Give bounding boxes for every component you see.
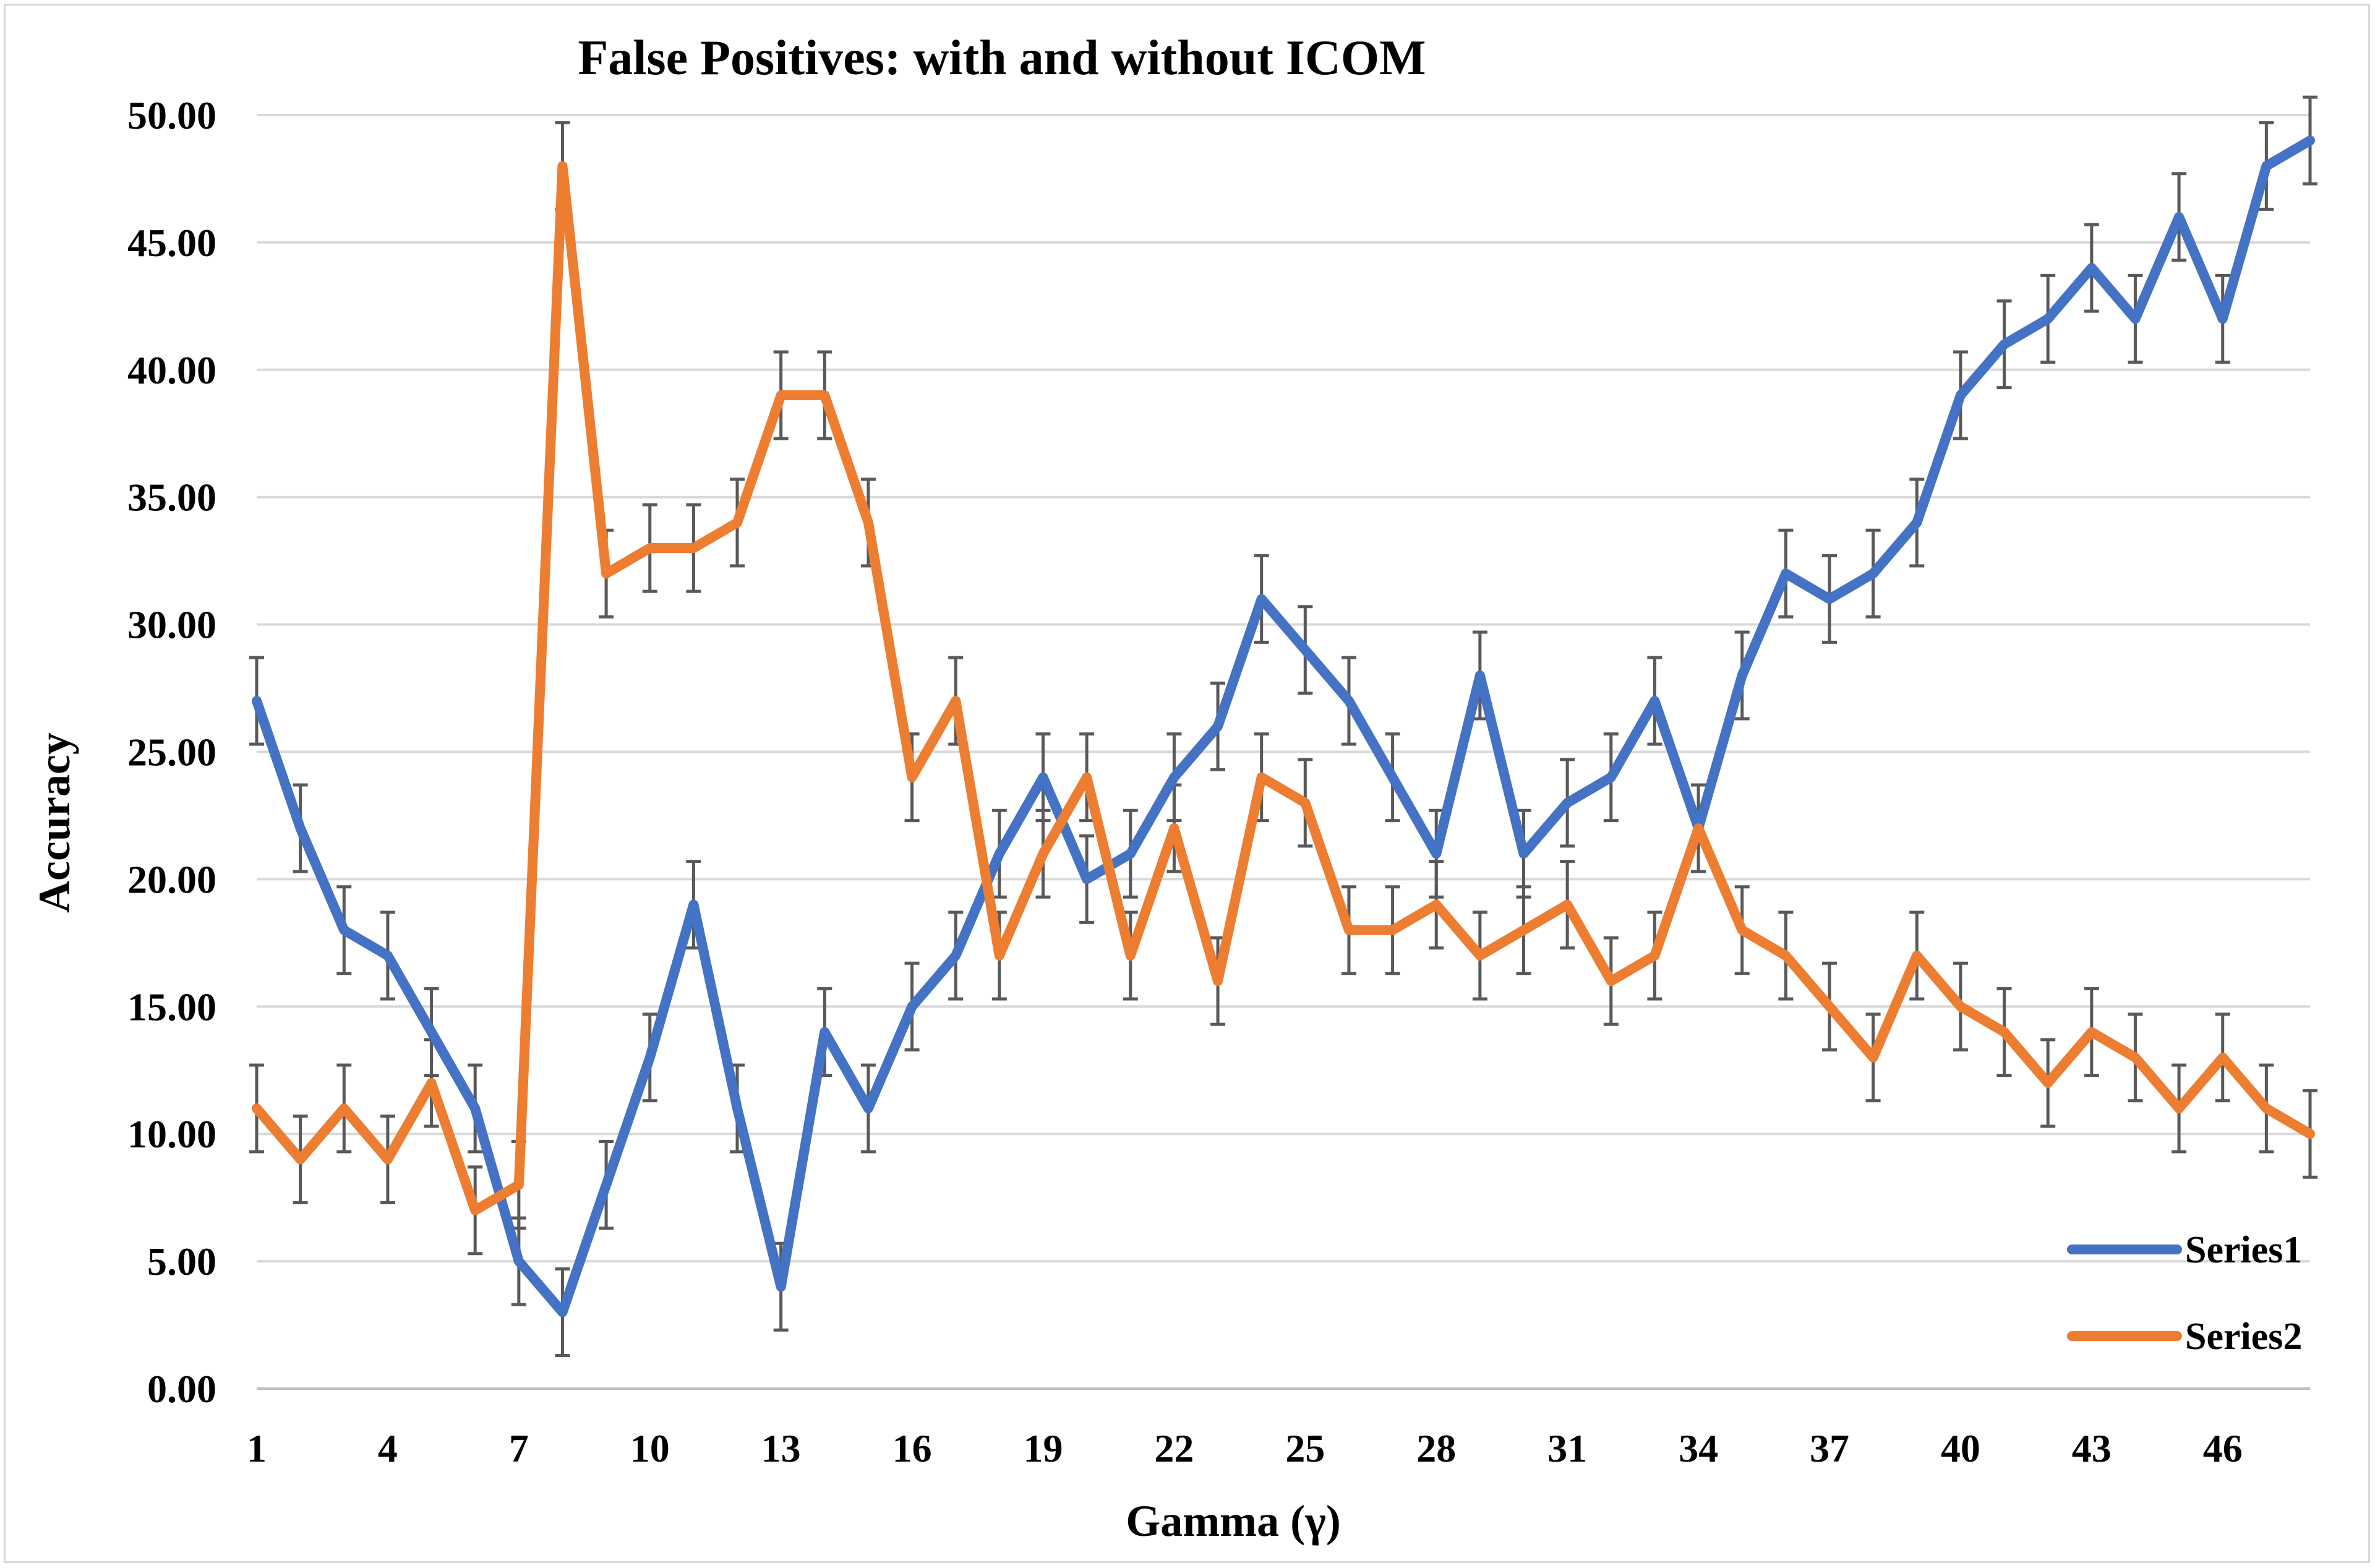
x-tick-label: 28 [1416,1426,1456,1470]
y-tick-label: 35.00 [127,476,216,520]
x-tick-label: 22 [1154,1426,1194,1470]
legend-label: Series2 [2185,1316,2302,1358]
x-tick-label: 46 [2203,1426,2243,1470]
x-tick-label: 16 [892,1426,932,1470]
legend-entry-series2: Series2 [2067,1316,2302,1358]
y-tick-label: 50.00 [127,93,216,137]
x-tick-label: 1 [247,1426,267,1470]
chart-frame [4,4,2370,1563]
series-line-series2 [252,161,2315,1215]
x-axis-title: Gamma (γ) [1126,1496,1341,1546]
chart-title: False Positives: with and without ICOM [578,31,1426,85]
x-tick-label: 37 [1810,1426,1849,1470]
y-tick-label: 10.00 [127,1112,216,1156]
x-tick-label: 34 [1679,1426,1718,1470]
y-axis-title: Accuracy [30,732,79,913]
y-tick-label: 40.00 [127,348,216,392]
x-tick-label: 13 [761,1426,801,1470]
x-axis-ticks: 1 4 7 10 13 16 19 22 25 28 31 34 37 40 43 46 [247,1426,2243,1470]
gridlines [257,114,2310,1390]
y-tick-label: 15.00 [127,985,216,1029]
legend: Series1 Series2 [2067,1229,2302,1358]
x-tick-label: 19 [1023,1426,1063,1470]
x-tick-label: 43 [2072,1426,2112,1470]
x-tick-label: 31 [1547,1426,1587,1470]
legend-label: Series1 [2185,1229,2302,1271]
y-tick-label: 25.00 [127,730,216,774]
y-tick-label: 20.00 [127,857,216,901]
x-tick-label: 4 [378,1426,398,1470]
legend-entry-series1: Series1 [2067,1229,2302,1271]
y-tick-label: 30.00 [127,603,216,647]
series-line-series1 [252,135,2315,1317]
y-tick-label: 5.00 [147,1240,216,1283]
y-tick-label: 0.00 [147,1367,216,1411]
x-tick-label: 25 [1285,1426,1325,1470]
x-tick-label: 10 [630,1426,670,1470]
y-axis-ticks: 0.00 5.00 10.00 15.00 20.00 25.00 30.00 35.00 40… [127,93,216,1411]
series-lines [252,135,2315,1317]
x-tick-label: 7 [509,1426,529,1470]
y-tick-label: 45.00 [127,221,216,265]
x-tick-label: 40 [1941,1426,1980,1470]
